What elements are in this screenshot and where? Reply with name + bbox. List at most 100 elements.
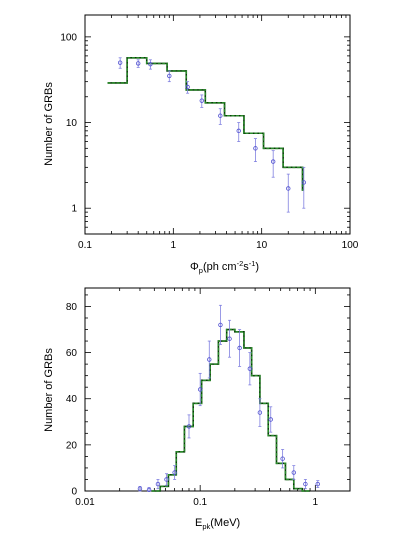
data-point-group [270, 150, 276, 178]
data-point-group [117, 57, 123, 69]
data-point-group [227, 319, 232, 358]
x-label-rest-bottom: (MeV) [210, 517, 240, 529]
data-point [146, 487, 152, 493]
y-tick-label-top: 100 [60, 32, 77, 43]
y-tick-label-bottom: 20 [66, 440, 78, 451]
data-point [197, 387, 203, 392]
x-label-sub-top: p [199, 266, 203, 275]
data-point-group [286, 173, 291, 213]
data-point-group [257, 398, 263, 427]
epk-histogram-chart: 0.01 0.1 1 0 20 40 60 80 Number of GRBs Epk(MeV… [43, 287, 351, 531]
x-label-sub-bottom: pk [202, 522, 210, 531]
x-tick-label-bottom: 0.01 [75, 497, 95, 508]
y-tick-label-bottom: 0 [71, 487, 77, 498]
x-axis-label-bottom: Epk(MeV) [195, 517, 240, 531]
data-point [280, 456, 285, 461]
data-point-group [199, 94, 204, 108]
y-tick-label-bottom: 80 [66, 302, 78, 313]
data-point [237, 345, 242, 351]
data-point-group [280, 449, 285, 469]
data-point [207, 357, 212, 362]
model-step-line [107, 56, 304, 191]
data-point-group [137, 485, 143, 492]
x-axis-label-top: Φp(ph cm-2s-1) [190, 259, 259, 275]
data-point-group [172, 465, 177, 480]
data-point-group [236, 122, 241, 142]
x-label-rest-top: (ph cm [203, 261, 237, 273]
data-point [117, 60, 123, 65]
data-point [148, 61, 153, 67]
data-point [218, 322, 223, 328]
data-point [247, 366, 253, 371]
x-tick-label-top: 1 [171, 240, 177, 251]
data-point-group [167, 70, 172, 83]
data-point-group [155, 479, 161, 490]
data-point [291, 470, 296, 475]
x-label-mid-top: s [243, 261, 249, 273]
data-point [315, 481, 320, 487]
data-point [135, 61, 141, 66]
data-point-group [186, 414, 192, 439]
model-step-line-shadow [151, 328, 311, 492]
model-step-line [151, 328, 311, 492]
x-tick-label-top: 0.1 [78, 240, 92, 251]
x-label-main-top: Φ [190, 261, 199, 273]
data-point [253, 146, 258, 151]
y-tick-label-top: 1 [71, 204, 77, 215]
x-tick-label-top: 10 [256, 240, 268, 251]
y-tick-label-bottom: 60 [66, 348, 78, 359]
data-point [270, 159, 276, 164]
model-histogram-bottom [151, 328, 311, 492]
data-point-group [247, 352, 253, 386]
data-point-group [197, 372, 203, 407]
data-point [227, 336, 232, 341]
axis-ticks-bottom: 0.01 0.1 1 0 20 40 60 80 [66, 288, 351, 508]
y-axis-label-bottom: Number of GRBs [43, 348, 55, 432]
x-tick-label-bottom: 1 [313, 497, 319, 508]
plot-frame-bottom [84, 287, 351, 492]
data-point [186, 424, 192, 429]
data-point-group [303, 479, 308, 490]
data-point [268, 417, 273, 422]
data-point-group [218, 304, 223, 345]
data-point [236, 128, 241, 134]
x-label-main-bottom: E [195, 517, 202, 529]
data-point-group [185, 81, 190, 94]
data-point-group [291, 465, 296, 480]
data-point [303, 481, 308, 487]
data-point-group [207, 340, 212, 379]
data-point [301, 180, 307, 185]
data-point [199, 98, 204, 103]
data-points-top [117, 57, 307, 213]
plot-frame-top [84, 14, 351, 235]
data-point [257, 410, 263, 415]
data-point [167, 73, 172, 79]
data-point-group [218, 108, 223, 125]
y-axis-label-top: Number of GRBs [43, 82, 55, 166]
axis-ticks-top: 0.1 1 10 100 1 10 100 [60, 15, 359, 251]
data-point [218, 113, 223, 118]
data-point [155, 481, 161, 487]
data-point-group [253, 138, 258, 162]
data-point-group [146, 487, 152, 493]
model-histogram-top [107, 56, 304, 191]
x-label-end-top: ) [255, 261, 259, 273]
x-tick-label-bottom: 0.1 [193, 497, 207, 508]
data-point [164, 477, 169, 482]
data-point-group [268, 406, 273, 433]
x-label-sup2-top: -1 [249, 259, 256, 268]
data-point [286, 186, 291, 191]
data-point-group [148, 59, 153, 70]
x-tick-label-top: 100 [342, 240, 359, 251]
data-point-group [135, 59, 141, 68]
data-point-group [237, 329, 242, 367]
data-point [137, 486, 143, 491]
x-label-sup1-top: -2 [237, 259, 244, 268]
data-point-group [315, 480, 320, 488]
data-point [185, 84, 190, 90]
data-points-bottom [137, 304, 320, 493]
data-point-group [301, 166, 307, 209]
y-tick-label-top: 10 [66, 118, 78, 129]
